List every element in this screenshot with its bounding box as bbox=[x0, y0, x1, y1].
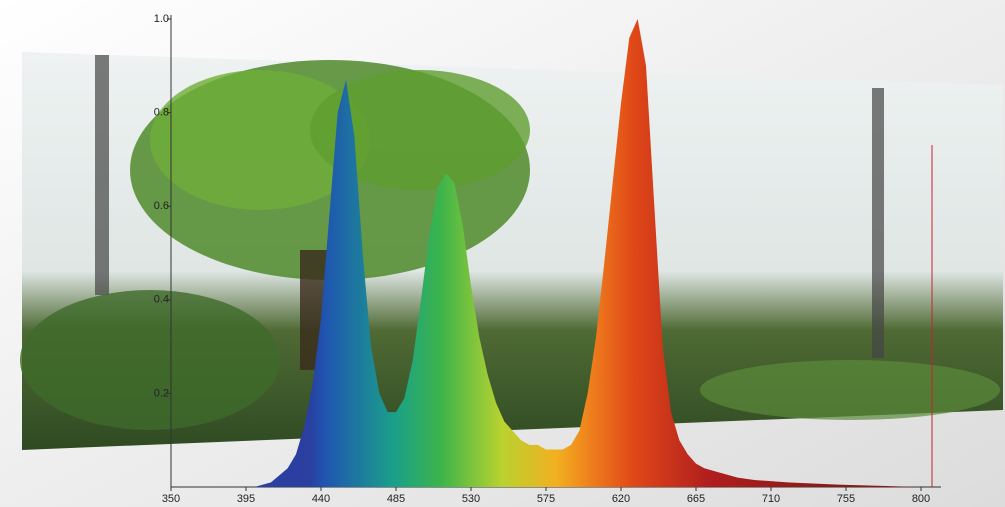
y-tick-label: 0.6 bbox=[154, 200, 169, 212]
x-tick-label: 800 bbox=[912, 493, 930, 505]
aquarium-photo bbox=[20, 52, 1003, 450]
x-tick-label: 755 bbox=[837, 493, 855, 505]
x-tick-label: 350 bbox=[162, 493, 180, 505]
x-tick-label: 440 bbox=[312, 493, 330, 505]
y-tick-label: 0.4 bbox=[154, 294, 169, 306]
y-tick-label: 0.8 bbox=[154, 107, 169, 119]
x-tick-label: 485 bbox=[387, 493, 405, 505]
x-tick-label: 395 bbox=[237, 493, 255, 505]
y-tick-label: 1.0 bbox=[154, 13, 169, 25]
x-tick-label: 665 bbox=[687, 493, 705, 505]
x-tick-label: 620 bbox=[612, 493, 630, 505]
y-tick-label: 0.2 bbox=[154, 387, 169, 399]
x-tick-label: 575 bbox=[537, 493, 555, 505]
x-tick-label: 710 bbox=[762, 493, 780, 505]
spectrum-area bbox=[254, 19, 922, 487]
x-tick-label: 530 bbox=[462, 493, 480, 505]
